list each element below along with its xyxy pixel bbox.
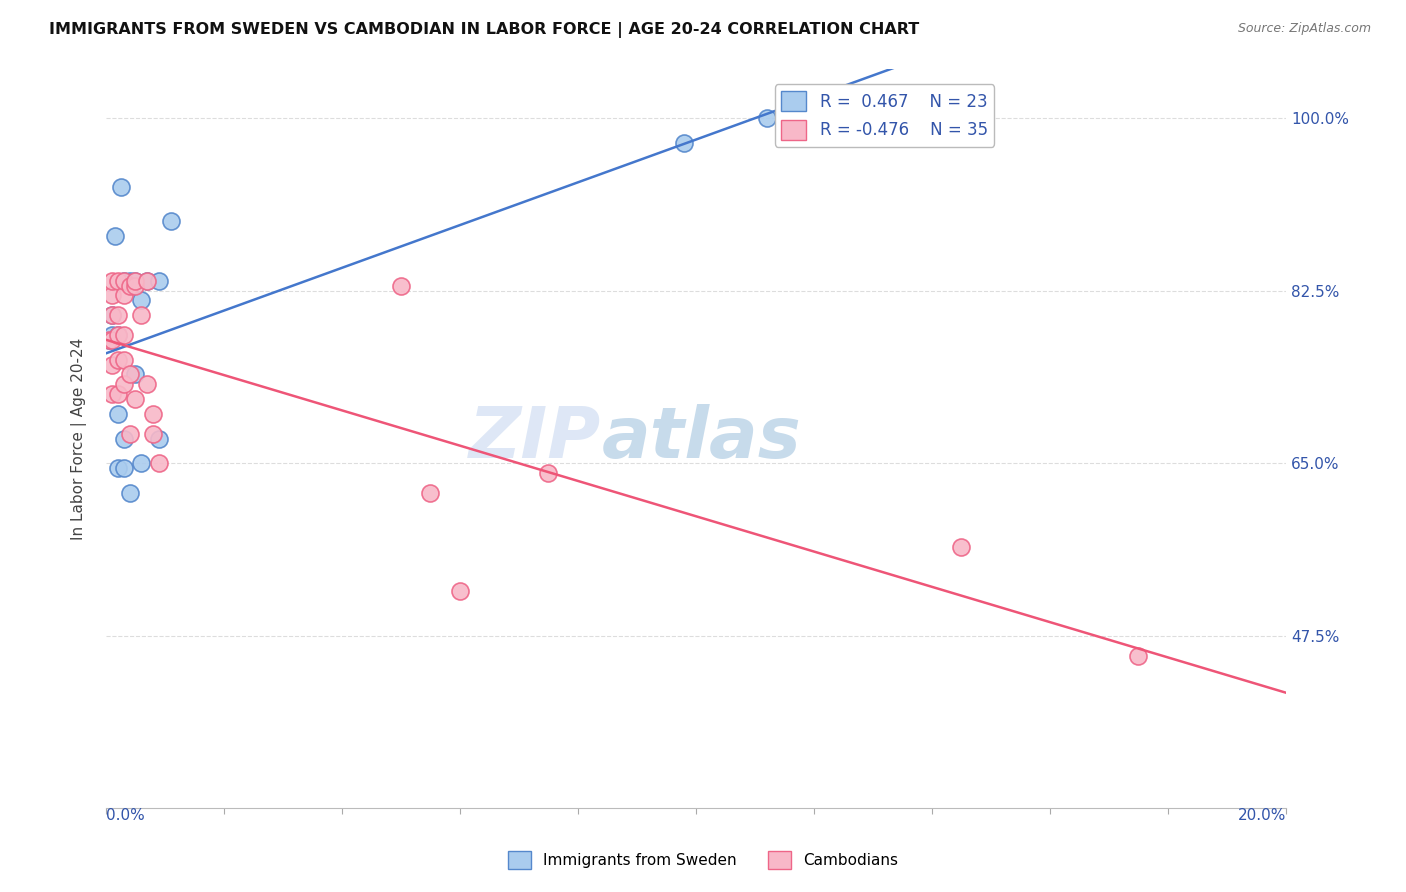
Point: [142, 426, 165, 441]
Point: [124, 368, 146, 382]
Point: [101, 308, 124, 322]
Point: [449, 584, 471, 599]
Point: [112, 274, 135, 288]
Point: [101, 308, 124, 322]
Point: [101, 288, 124, 302]
Legend: Immigrants from Sweden, Cambodians: Immigrants from Sweden, Cambodians: [502, 845, 904, 875]
Point: [160, 214, 183, 228]
Point: [131, 293, 153, 308]
Text: 0.0%: 0.0%: [105, 808, 145, 823]
Point: [101, 274, 124, 288]
Point: [101, 387, 124, 401]
Point: [110, 180, 132, 194]
Point: [107, 387, 129, 401]
Point: [118, 278, 141, 293]
Point: [112, 377, 135, 392]
Point: [107, 308, 129, 322]
Point: [118, 368, 141, 382]
Point: [389, 278, 412, 293]
Point: [107, 274, 129, 288]
Point: [124, 278, 146, 293]
Point: [107, 352, 129, 367]
Point: [112, 327, 135, 342]
Legend: R =  0.467    N = 23, R = -0.476    N = 35: R = 0.467 N = 23, R = -0.476 N = 35: [775, 84, 994, 146]
Point: [107, 327, 129, 342]
Point: [118, 485, 141, 500]
Text: ZIP: ZIP: [470, 404, 602, 473]
Point: [97, 333, 120, 347]
Point: [537, 466, 560, 480]
Point: [148, 432, 170, 446]
Point: [673, 136, 696, 150]
Point: [107, 407, 129, 421]
Point: [97, 333, 120, 347]
Point: [142, 407, 165, 421]
Point: [112, 352, 135, 367]
Point: [107, 327, 129, 342]
Point: [136, 377, 159, 392]
Point: [755, 111, 778, 125]
Point: [136, 274, 159, 288]
Text: Source: ZipAtlas.com: Source: ZipAtlas.com: [1237, 22, 1371, 36]
Text: 20.0%: 20.0%: [1237, 808, 1286, 823]
Point: [118, 426, 141, 441]
Text: IMMIGRANTS FROM SWEDEN VS CAMBODIAN IN LABOR FORCE | AGE 20-24 CORRELATION CHART: IMMIGRANTS FROM SWEDEN VS CAMBODIAN IN L…: [49, 22, 920, 38]
Point: [950, 540, 973, 554]
Point: [124, 392, 146, 406]
Point: [1128, 648, 1150, 663]
Y-axis label: In Labor Force | Age 20-24: In Labor Force | Age 20-24: [72, 337, 87, 540]
Point: [136, 274, 159, 288]
Point: [112, 461, 135, 475]
Point: [107, 461, 129, 475]
Point: [112, 432, 135, 446]
Point: [104, 229, 127, 244]
Point: [148, 456, 170, 470]
Point: [101, 358, 124, 372]
Point: [124, 274, 146, 288]
Point: [419, 485, 441, 500]
Text: atlas: atlas: [602, 404, 801, 473]
Point: [118, 274, 141, 288]
Point: [131, 308, 153, 322]
Point: [112, 288, 135, 302]
Point: [124, 274, 146, 288]
Point: [148, 274, 170, 288]
Point: [112, 274, 135, 288]
Point: [101, 333, 124, 347]
Point: [101, 327, 124, 342]
Point: [131, 456, 153, 470]
